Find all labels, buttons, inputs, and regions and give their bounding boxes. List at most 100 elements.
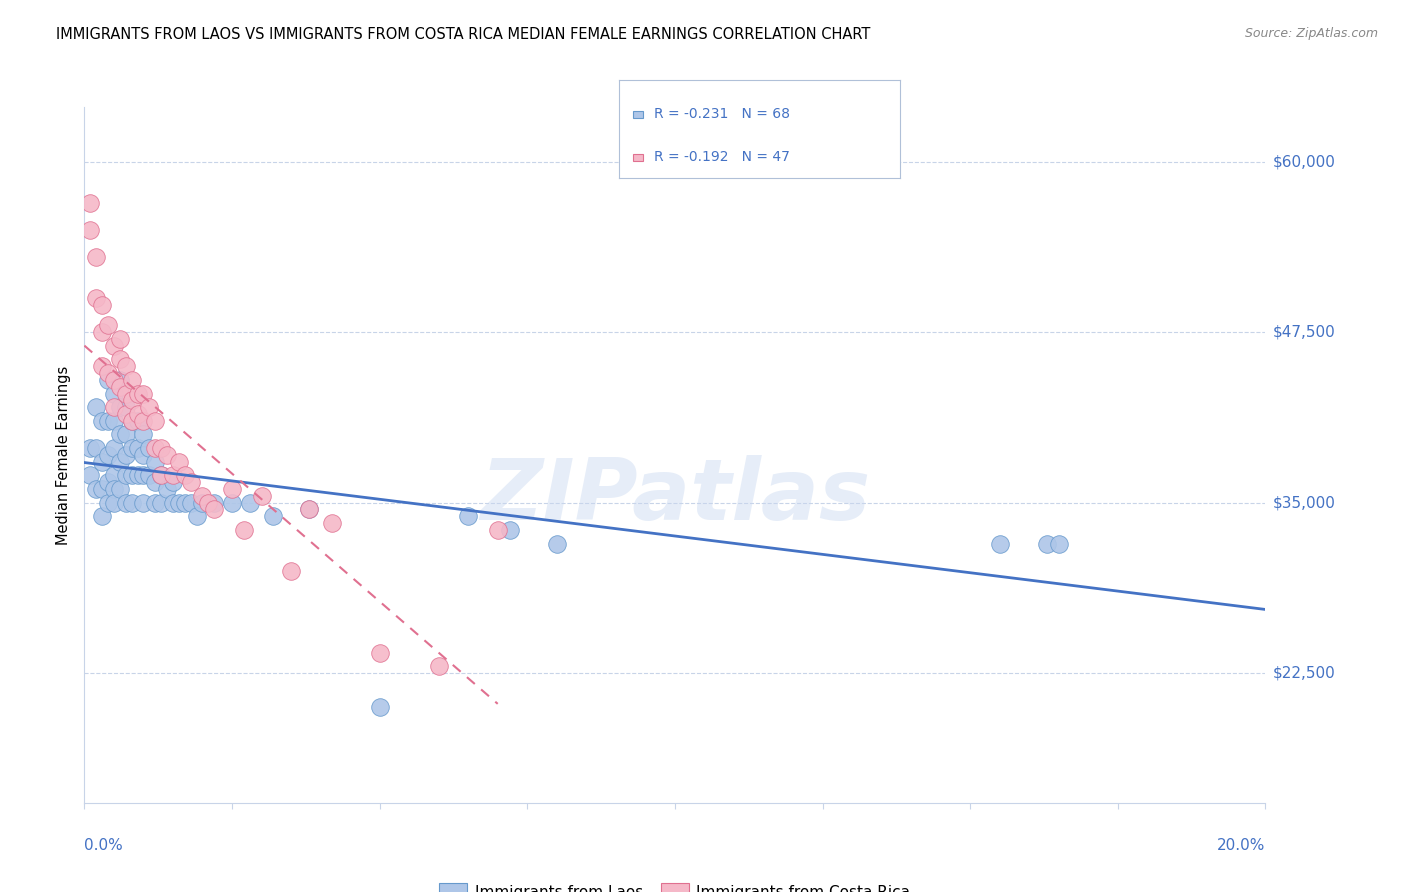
Point [221,496,243,510]
Point [427,659,450,673]
Point [457,509,479,524]
Point [127,407,149,421]
Point [132,468,155,483]
Point [121,393,143,408]
Point [97,373,120,387]
Point [114,427,136,442]
Point [239,496,262,510]
Point [132,448,155,462]
Point [114,400,136,414]
Point [156,448,179,462]
Point [121,414,143,428]
Point [132,386,155,401]
Bar [633,153,643,161]
Point [103,468,125,483]
Point [143,455,166,469]
Point [132,427,155,442]
Text: R = -0.192   N = 47: R = -0.192 N = 47 [654,150,790,164]
Point [162,468,184,483]
Point [202,502,225,516]
Point [162,475,184,490]
Point [173,496,195,510]
Point [79,468,101,483]
Text: R = -0.231   N = 68: R = -0.231 N = 68 [654,107,790,121]
Point [97,496,120,510]
Point [143,441,166,455]
Point [127,414,149,428]
Point [232,523,254,537]
Text: Source: ZipAtlas.com: Source: ZipAtlas.com [1244,27,1378,40]
Point [108,455,131,469]
Point [186,509,208,524]
Point [150,496,173,510]
Point [97,414,120,428]
Point [156,482,179,496]
Point [121,373,143,387]
Point [91,359,114,374]
Point [103,441,125,455]
Text: $22,500: $22,500 [1272,665,1336,681]
Point [114,359,136,374]
Point [298,502,321,516]
Point [79,223,101,237]
Point [191,496,214,510]
Point [79,195,101,210]
Point [121,441,143,455]
Point [108,373,131,387]
Point [150,468,173,483]
Point [280,564,302,578]
Point [150,441,173,455]
Point [546,536,568,550]
Point [84,291,107,305]
Point [114,448,136,462]
Point [91,455,114,469]
Text: 0.0%: 0.0% [84,838,124,854]
Point [202,496,225,510]
Point [97,318,120,333]
Point [114,386,136,401]
Point [108,332,131,346]
Point [91,298,114,312]
Point [127,386,149,401]
Point [150,468,173,483]
Y-axis label: Median Female Earnings: Median Female Earnings [56,366,72,544]
Point [91,414,114,428]
Point [498,523,520,537]
Point [114,407,136,421]
Text: $47,500: $47,500 [1272,325,1336,340]
Point [167,496,190,510]
Point [167,455,190,469]
Point [191,489,214,503]
Point [988,536,1011,550]
Point [1036,536,1059,550]
Point [103,339,125,353]
Point [262,509,284,524]
Text: $60,000: $60,000 [1272,154,1336,169]
Bar [633,111,643,118]
Text: IMMIGRANTS FROM LAOS VS IMMIGRANTS FROM COSTA RICA MEDIAN FEMALE EARNINGS CORREL: IMMIGRANTS FROM LAOS VS IMMIGRANTS FROM … [56,27,870,42]
Point [108,380,131,394]
Point [84,400,107,414]
Legend: Immigrants from Laos, Immigrants from Costa Rica: Immigrants from Laos, Immigrants from Co… [433,877,917,892]
Point [79,441,101,455]
Point [103,373,125,387]
Point [486,523,509,537]
Point [143,475,166,490]
Point [97,475,120,490]
Point [91,509,114,524]
Point [127,468,149,483]
Point [103,482,125,496]
Point [103,386,125,401]
Point [97,448,120,462]
Point [91,325,114,339]
Point [103,400,125,414]
Point [108,427,131,442]
Point [132,414,155,428]
Point [143,414,166,428]
Point [368,700,391,714]
Point [108,352,131,367]
Point [103,496,125,510]
Point [121,468,143,483]
Point [84,250,107,264]
Text: ZIPatlas: ZIPatlas [479,455,870,538]
